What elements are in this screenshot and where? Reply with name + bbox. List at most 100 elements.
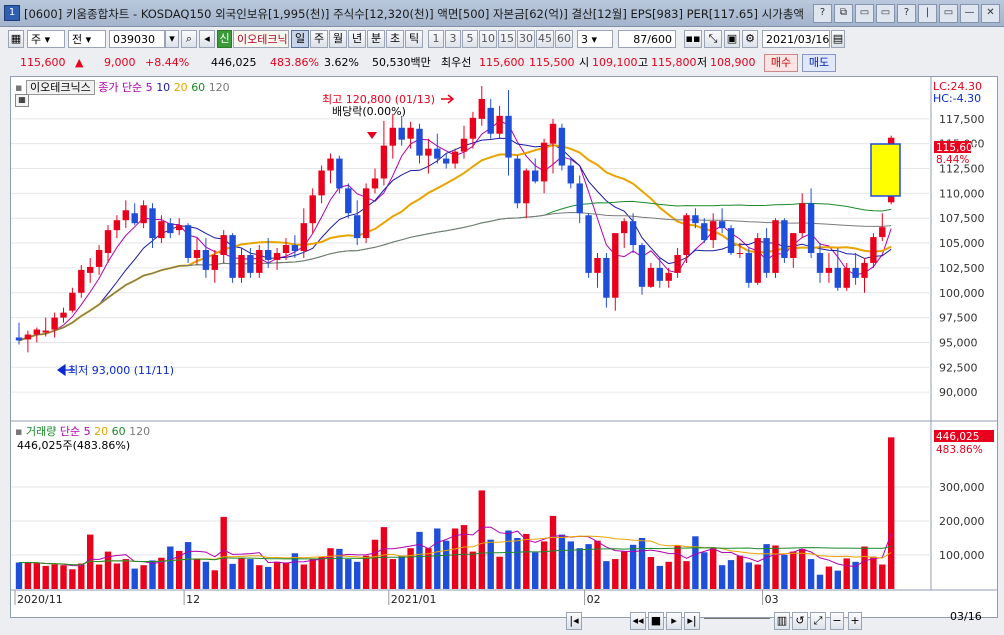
volume-bar [701, 552, 708, 589]
minute-45-button[interactable]: 45 [536, 30, 554, 48]
zoom-reset-icon[interactable]: ↺ [792, 612, 808, 630]
candle-body [149, 208, 156, 239]
link-icon[interactable]: ⧉ [834, 4, 853, 23]
legend-volume-name[interactable]: 거래량 [25, 425, 57, 438]
minute-5-button[interactable]: 5 [462, 30, 478, 48]
minute-60-button[interactable]: 60 [555, 30, 573, 48]
close-icon[interactable]: ✕ [981, 4, 1000, 23]
legend-volume-ma120[interactable]: 120 [129, 425, 151, 438]
period-month-button[interactable]: 월 [329, 30, 347, 48]
volume-bar [265, 566, 272, 589]
scroll-prev-icon[interactable]: ◂◂ [630, 612, 646, 630]
volume-bar [460, 525, 468, 589]
zoom-in-icon[interactable]: + [848, 612, 862, 630]
help-icon[interactable]: ? [813, 4, 832, 23]
legend-ma10[interactable]: 10 [156, 81, 171, 94]
sell-button[interactable]: 매도 [802, 54, 836, 72]
zoom-out-icon[interactable]: − [830, 612, 844, 630]
candle-body [629, 221, 637, 246]
ma-line [18, 211, 892, 341]
period-tick-button[interactable]: 틱 [405, 30, 423, 48]
minute-3-button[interactable]: 3 [445, 30, 461, 48]
volume-bar [549, 515, 557, 589]
scroll-first-icon[interactable]: |◂ [566, 612, 582, 630]
minute-15-button[interactable]: 15 [498, 30, 516, 48]
period-year-button[interactable]: 년 [348, 30, 366, 48]
zoom-fit-icon[interactable]: ⤢ [810, 612, 826, 630]
candle-body [478, 98, 485, 119]
legend-ma5[interactable]: 종가 단순 5 [98, 81, 153, 94]
volume-bar [478, 490, 485, 589]
scroll-last-icon[interactable]: ▸| [684, 612, 700, 630]
volume-bar [24, 562, 32, 589]
minimize-icon[interactable]: — [960, 4, 979, 23]
legend-ma120[interactable]: 120 [208, 81, 230, 94]
candle-body [282, 245, 290, 253]
minute-30-button[interactable]: 30 [517, 30, 535, 48]
volume-bar [638, 538, 646, 589]
info-icon[interactable]: ? [897, 4, 916, 23]
quote-low: 108,900 [710, 56, 756, 69]
highlight-box[interactable] [870, 143, 901, 197]
chart-status-bar: |◂ ◂◂ ■ ▸ ▸| ▥ ↺ ⤢ − + 03/16 [10, 610, 996, 632]
zoom-slider[interactable] [704, 618, 770, 623]
volume-bar [647, 557, 655, 589]
right-date: 03/16 [950, 610, 982, 623]
scroll-next-icon[interactable]: ▸ [666, 612, 682, 630]
restore-icon[interactable]: ▭ [876, 4, 895, 23]
current-volume-tag: 446,025 [936, 431, 979, 443]
legend-ma20[interactable]: 20 [173, 81, 188, 94]
market-select[interactable]: 주 ▾ [27, 30, 65, 48]
volume-bar [176, 550, 183, 589]
period-minute-button[interactable]: 분 [367, 30, 385, 48]
legend-stock-name[interactable]: 이오테크닉스 [25, 80, 95, 95]
period-week-button[interactable]: 주 [310, 30, 328, 48]
calendar-icon[interactable]: ▤ [831, 30, 845, 48]
candle-body [202, 250, 210, 270]
chart-tools-icon[interactable]: ▪▪ [684, 30, 702, 48]
chart-type-icon[interactable]: ▥ [774, 612, 790, 630]
candle-body [852, 267, 859, 278]
search-icon[interactable]: ⌕ [181, 30, 197, 48]
volume-bar [603, 561, 610, 589]
volume-bar [567, 541, 574, 589]
buy-button[interactable]: 매수 [764, 54, 798, 72]
volume-bar [167, 546, 174, 589]
candle-body [825, 267, 833, 273]
minute-1-button[interactable]: 1 [428, 30, 444, 48]
range-select[interactable]: 전 ▾ [68, 30, 106, 48]
volume-bar [193, 559, 201, 589]
chart-area[interactable]: 117,500115,000112,500110,000107,500105,0… [10, 76, 998, 618]
maximize-icon[interactable]: ▭ [939, 4, 958, 23]
period-day-button[interactable]: 일 [291, 30, 309, 48]
pause-icon[interactable]: ■ [648, 612, 664, 630]
candle-body [496, 115, 503, 134]
legend-volume-ma60[interactable]: 60 [111, 425, 126, 438]
candle-body [870, 237, 877, 263]
count-input[interactable]: 87/600 [618, 30, 676, 48]
volume-bar [487, 539, 494, 589]
period-second-button[interactable]: 초 [386, 30, 404, 48]
multiplier-select[interactable]: 3 ▾ [577, 30, 613, 48]
candle-body [861, 262, 868, 278]
sound-icon[interactable]: ◂ [199, 30, 215, 48]
grid-icon[interactable]: ▦ [8, 30, 24, 48]
stock-code-input[interactable]: 039030 [109, 30, 165, 48]
indicator-icon[interactable]: ⤡ [704, 30, 722, 48]
chart-menu-icon[interactable]: ▦ [15, 94, 29, 107]
minute-10-button[interactable]: 10 [479, 30, 497, 48]
legend-volume-ma5[interactable]: 단순 5 [59, 425, 91, 438]
tile-icon[interactable]: ▭ [855, 4, 874, 23]
date-input[interactable]: 2021/03/16 [762, 30, 830, 48]
save-icon[interactable]: ▣ [724, 30, 740, 48]
legend-ma60[interactable]: 60 [191, 81, 206, 94]
quote-price: 115,600 [20, 56, 66, 69]
candle-body [701, 223, 708, 241]
stock-chart[interactable]: 117,500115,000112,500110,000107,500105,0… [11, 77, 997, 617]
quote-volume-pct: 483.86% [270, 56, 319, 69]
legend-volume-ma20[interactable]: 20 [94, 425, 109, 438]
volume-bar [416, 531, 423, 589]
settings-icon[interactable]: ⚙ [742, 30, 758, 48]
volume-bar [834, 570, 841, 589]
stock-code-dropdown-icon[interactable]: ▾ [165, 30, 179, 48]
